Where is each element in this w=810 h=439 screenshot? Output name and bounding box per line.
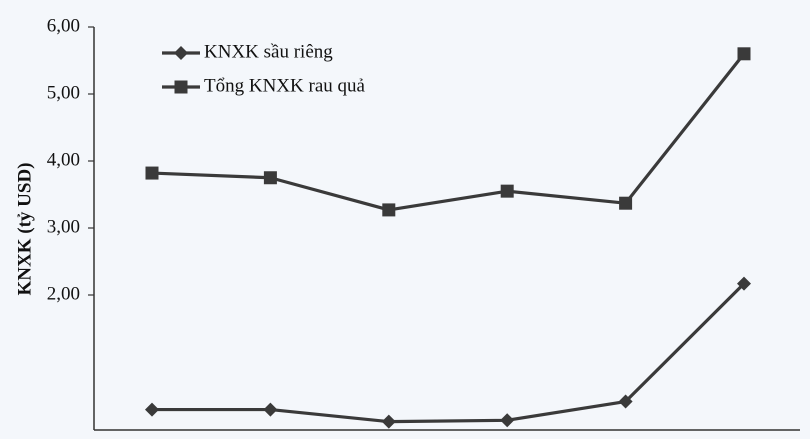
square-marker bbox=[737, 47, 751, 61]
legend: KNXK sầu riêng Tổng KNXK rau quả bbox=[162, 41, 366, 96]
series-tong-rau-qua bbox=[145, 47, 751, 217]
legend-item: KNXK sầu riêng bbox=[162, 41, 333, 62]
diamond-marker bbox=[145, 402, 159, 417]
diamond-marker bbox=[500, 413, 515, 428]
series-sau-rieng bbox=[145, 276, 751, 429]
y-tick-label: 2,00 bbox=[47, 283, 80, 304]
legend-label: KNXK sầu riêng bbox=[204, 41, 333, 62]
series-layer bbox=[145, 47, 751, 429]
series-line bbox=[152, 282, 746, 424]
square-marker bbox=[174, 80, 188, 94]
diamond-marker bbox=[618, 394, 633, 409]
diamond-marker bbox=[263, 402, 278, 417]
square-marker bbox=[619, 196, 633, 210]
diamond-marker bbox=[737, 276, 751, 291]
diamond-marker bbox=[174, 46, 188, 60]
square-marker bbox=[500, 184, 514, 198]
y-axis-title: KNXK (tỷ USD) bbox=[14, 163, 35, 296]
series-line bbox=[151, 52, 746, 212]
y-tick-label: 4,00 bbox=[47, 149, 80, 170]
y-tick-label: 3,00 bbox=[47, 216, 80, 237]
y-tick-label: 6,00 bbox=[47, 15, 80, 36]
square-marker bbox=[382, 203, 396, 217]
square-marker bbox=[145, 166, 159, 180]
y-axis: 2,00 3,00 4,00 5,00 6,00 bbox=[47, 15, 800, 431]
square-marker bbox=[263, 171, 277, 185]
legend-item: Tổng KNXK rau quả bbox=[162, 75, 366, 96]
y-tick-label: 5,00 bbox=[47, 82, 80, 103]
diamond-marker bbox=[381, 414, 396, 429]
y-tick-labels: 2,00 3,00 4,00 5,00 6,00 bbox=[47, 15, 94, 304]
legend-label: Tổng KNXK rau quả bbox=[204, 75, 366, 96]
